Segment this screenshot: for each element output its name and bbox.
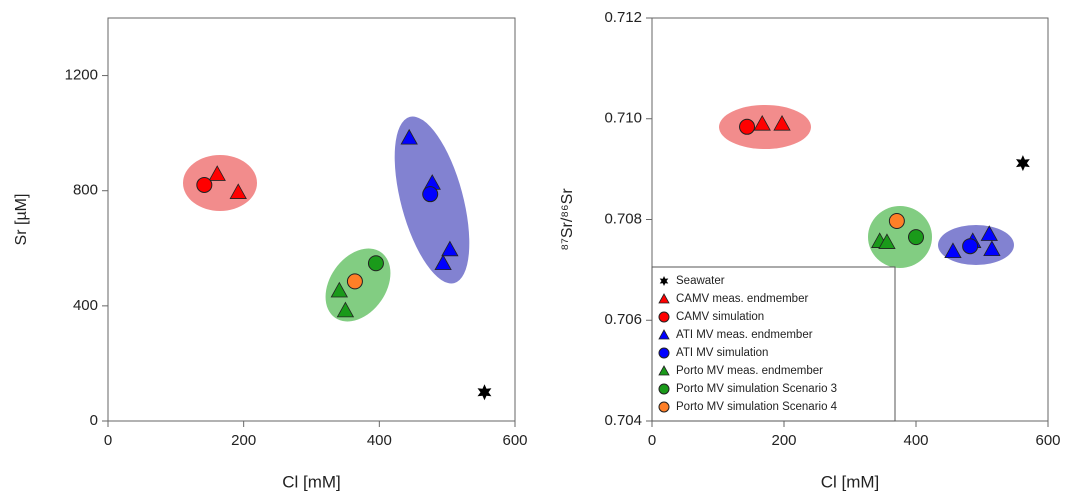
y-tick-label: 1200 [65,67,98,84]
legend: Seawater CAMV meas. endmember CAMV simulat… [651,266,896,422]
x-tick-label: 400 [903,432,928,449]
legend-label: Seawater [676,275,725,287]
group-ellipse [183,155,257,211]
point [196,176,213,193]
point [400,128,418,145]
point [773,114,791,131]
x-tick-label: 400 [367,432,392,449]
legend-label: ATI MV meas. endmember [676,329,813,341]
legend-marker [658,347,670,359]
point [346,273,363,290]
point [422,186,439,203]
legend-label: Porto MV simulation Scenario 3 [676,383,837,395]
legend-label: Porto MV meas. endmember [676,365,823,377]
legend-label: Porto MV simulation Scenario 4 [676,401,838,413]
point [962,238,979,255]
legend-marker [658,329,670,340]
legend-marker [659,276,669,286]
point [888,213,905,230]
point [983,240,1001,257]
y-tick-label: 800 [73,182,98,199]
legend-box [651,266,896,422]
point [477,384,492,401]
point [739,118,756,135]
point [878,233,896,249]
y-axis-label: Sr [µM] [13,194,30,246]
y-tick-label: 0.710 [604,110,642,127]
point [944,242,962,259]
x-tick-label: 0 [104,432,112,449]
point [229,183,247,199]
point [908,229,924,246]
point [336,301,355,318]
y-tick-label: 0.708 [604,210,642,227]
x-tick-label: 0 [648,432,656,449]
point [434,254,452,271]
x-tick-label: 200 [231,432,256,449]
group-ellipse [868,206,932,268]
legend-marker [658,365,670,376]
legend-marker [658,383,670,395]
x-tick-label: 600 [502,432,527,449]
y-tick-label: 0.704 [604,412,642,429]
x-tick-label: 600 [1035,432,1060,449]
point [980,225,998,241]
point [208,165,226,181]
point [367,255,384,272]
legend-marker [658,311,670,323]
legend-marker [658,293,670,304]
point [441,240,459,257]
point [1016,155,1030,172]
legend-label: CAMV simulation [676,311,764,323]
y-tick-label: 0.706 [604,311,642,328]
point [330,281,348,298]
point [753,114,771,131]
y-tick-label: 400 [73,297,98,314]
x-axis-label: Cl [mM] [282,472,341,491]
y-axis-label: ⁸⁷Sr/⁸⁶Sr [559,188,576,251]
y-tick-label: 0 [90,412,98,429]
x-axis-label: Cl [mM] [821,472,880,491]
y-tick-label: 0.712 [604,9,642,26]
x-tick-label: 200 [771,432,796,449]
plot-frame [107,17,516,422]
legend-label: CAMV meas. endmember [676,293,808,305]
legend-label: ATI MV simulation [676,347,768,359]
legend-marker [658,401,670,413]
